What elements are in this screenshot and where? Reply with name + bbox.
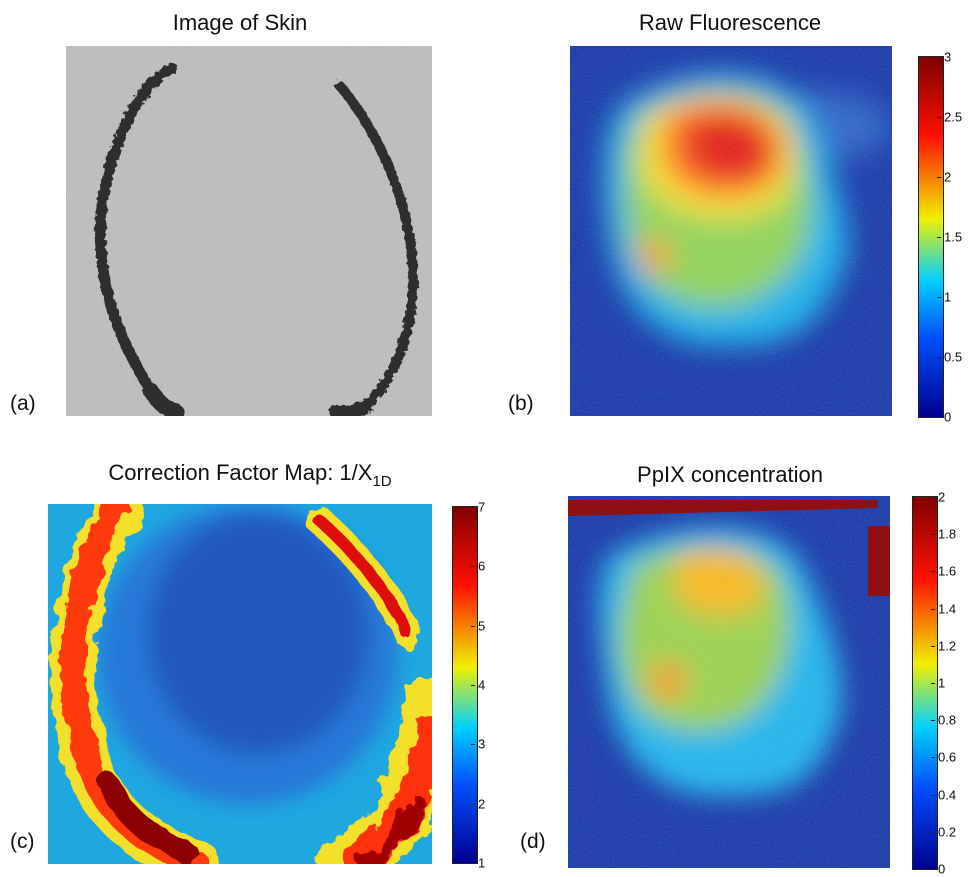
colorbar-tick-label: 1.8 (938, 526, 957, 542)
colorbar-tick-mark (931, 497, 935, 498)
colorbar-tick-label: 1 (938, 675, 946, 691)
colorbar-tick-mark (931, 757, 935, 759)
colorbar-tick-mark (931, 794, 935, 796)
colorbar-tick-mark (931, 831, 935, 833)
colorbar-tick-label: 2 (938, 489, 946, 505)
colorbar-tick-label: 0 (938, 861, 946, 877)
colorbar-tick-mark (471, 566, 475, 568)
ppix-concentration-map (568, 496, 890, 868)
colorbar-tick-label: 0 (944, 409, 952, 425)
colorbar-tick-mark (471, 863, 475, 864)
colorbar-tick-mark (937, 357, 941, 358)
colorbar-tick-mark (471, 625, 475, 627)
colorbar-tick-mark (471, 803, 475, 805)
colorbar-tick-label: 3 (478, 736, 486, 752)
colorbar-tick-mark (937, 177, 941, 178)
colorbar-tick-label: 1.2 (938, 638, 957, 654)
colorbar-tick-mark (937, 417, 941, 418)
colorbar-tick-mark (471, 744, 475, 746)
colorbar-tick-label: 1 (478, 855, 486, 871)
colorbar-tick-label: 2.5 (944, 109, 963, 125)
colorbar-tick-label: 5 (478, 618, 486, 634)
colorbar-tick-label: 1.6 (938, 563, 957, 579)
colorbar-tick-mark (931, 683, 935, 684)
colorbar-tick-mark (931, 534, 935, 536)
panel-a-label: (a) (10, 392, 36, 415)
colorbar-tick-label: 3 (944, 49, 952, 65)
colorbar-tick-label: 0.8 (938, 712, 957, 728)
correction-factor-map (48, 504, 432, 864)
panel-c-title-main: Correction Factor Map: 1/X (108, 460, 373, 485)
colorbar-tick-label: 4 (478, 677, 486, 693)
colorbar-tick-label: 6 (478, 558, 486, 574)
colorbar-tick-mark (937, 117, 941, 118)
panel-b-title: Raw Fluorescence (638, 10, 822, 35)
colorbar-tick-mark (931, 608, 935, 610)
colorbar-tick-label: 0.2 (938, 824, 957, 840)
panel-d-label: (d) (520, 830, 546, 853)
raw-fluorescence-map (570, 46, 892, 416)
colorbar-tick-mark (471, 685, 475, 686)
colorbar-tick-label: 1 (944, 289, 952, 305)
colorbar-tick-label: 1.5 (944, 229, 963, 245)
colorbar-tick-mark (931, 720, 935, 722)
colorbar-tick-mark (937, 57, 941, 58)
panel-c-title-sub: 1D (372, 473, 392, 490)
colorbar-tick-label: 0.6 (938, 749, 957, 765)
panel-c-title: Correction Factor Map: 1/X1D (60, 460, 440, 490)
colorbar-tick-label: 0.4 (938, 787, 957, 803)
colorbar-tick-mark (937, 297, 941, 298)
panel-a-title: Image of Skin (172, 10, 308, 35)
colorbar-tick-mark (931, 869, 935, 870)
panel-c-label: (c) (10, 830, 35, 853)
colorbar-tick-label: 2 (944, 169, 952, 185)
colorbar-tick-mark (931, 645, 935, 647)
skin-image (66, 46, 432, 416)
colorbar-tick-mark (471, 507, 475, 508)
colorbar-tick-label: 2 (478, 796, 486, 812)
colorbar-tick-label: 0.5 (944, 349, 963, 365)
colorbar-tick-mark (937, 237, 941, 238)
colorbar-tick-mark (931, 571, 935, 573)
colorbar-tick-label: 1.4 (938, 601, 957, 617)
colorbar-tick-label: 7 (478, 499, 486, 515)
panel-b-label: (b) (508, 392, 534, 415)
panel-d-title: PpIX concentration (637, 462, 823, 487)
